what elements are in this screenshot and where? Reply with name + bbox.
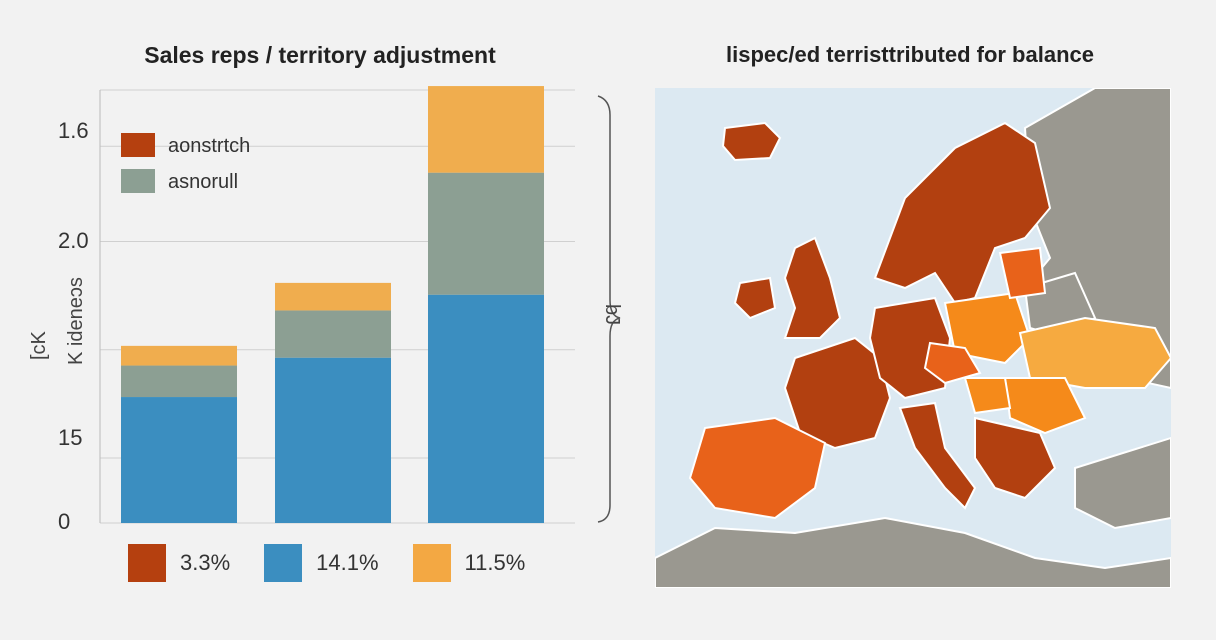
legend-swatch xyxy=(264,544,303,582)
y-tick-label: 2.0 xyxy=(58,228,89,253)
legend-swatch xyxy=(121,133,155,157)
hungary xyxy=(963,377,1012,415)
legend-item: 11.5% xyxy=(412,544,526,582)
y-tick-labels: 1.6 2.0 15 0 xyxy=(58,118,89,534)
italy xyxy=(898,401,977,510)
poland xyxy=(943,291,1032,365)
bar-chart: 1.6 2.0 15 0 aonstrtch asnorull [cK K ideneɔ… xyxy=(28,86,623,534)
france xyxy=(783,336,892,450)
africa-land xyxy=(655,516,1171,588)
bottom-legend: 3.3% 14.1% 11.5% xyxy=(128,544,559,582)
y-axis-label-1: [cK xyxy=(28,330,50,360)
bar-segment xyxy=(275,357,391,523)
legend-label: asnorull xyxy=(168,171,238,193)
turkey-land xyxy=(1074,436,1171,530)
bar-segment xyxy=(121,365,237,398)
legend-item: 14.1% xyxy=(264,544,379,582)
legend-swatch xyxy=(121,169,155,193)
ireland xyxy=(733,276,777,320)
y-tick-label: 1.6 xyxy=(58,118,89,143)
legend-label: 3.3% xyxy=(180,550,231,575)
legend-label: 14.1% xyxy=(316,550,379,575)
top-legend: aonstrtch asnorull xyxy=(121,133,250,193)
legend-swatch xyxy=(128,544,166,582)
y-tick-label: 15 xyxy=(58,425,82,450)
spain xyxy=(688,416,827,520)
y-axis-label-2: K ideneɔs xyxy=(65,277,87,365)
map-title: lispec/ed terristtributed for balance xyxy=(726,42,1094,67)
bars xyxy=(121,86,544,523)
romania xyxy=(1003,377,1087,435)
uk xyxy=(783,236,842,339)
europe-map xyxy=(655,88,1171,588)
bar-segment xyxy=(428,86,544,173)
bracket-label: bJ xyxy=(601,304,623,325)
scandinavia xyxy=(873,121,1052,305)
bar-segment xyxy=(275,282,391,311)
right-bracket xyxy=(597,95,621,523)
bar-segment xyxy=(275,310,391,358)
bar-segment xyxy=(428,294,544,523)
balkans xyxy=(974,416,1057,500)
legend-item: 3.3% xyxy=(128,544,230,582)
czech xyxy=(923,341,982,385)
legend-label: aonstrtch xyxy=(168,135,250,157)
legend-swatch xyxy=(412,544,451,582)
bar-segment xyxy=(121,345,237,366)
legend-label: 11.5% xyxy=(464,550,526,575)
iceland xyxy=(721,121,782,162)
bar-segment xyxy=(121,397,237,523)
bar-segment xyxy=(428,172,544,295)
baltics xyxy=(998,246,1047,300)
y-tick-label: 0 xyxy=(58,509,70,534)
chart-title: Sales reps / territory adjustment xyxy=(144,42,496,68)
